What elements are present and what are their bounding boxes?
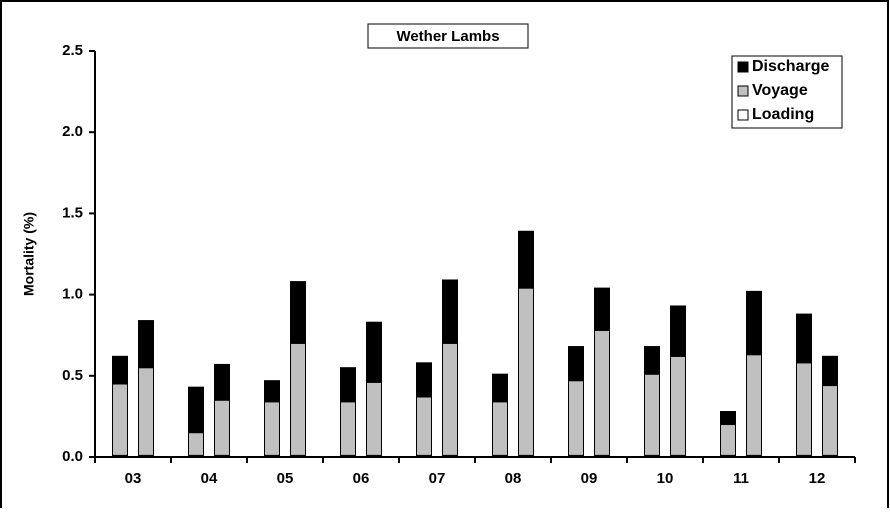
bar-segment — [290, 342, 306, 456]
bar-segment — [644, 373, 660, 456]
bar-segment — [568, 380, 584, 456]
bar-segment — [822, 385, 838, 456]
bar-segment — [340, 401, 356, 456]
bar-segment — [670, 305, 686, 357]
bar-segment — [416, 362, 432, 398]
legend-label: Voyage — [752, 82, 808, 99]
y-tick-label: 1.0 — [62, 286, 83, 303]
bar-segment — [264, 380, 280, 403]
bar-segment — [644, 346, 660, 375]
bar-segment — [568, 346, 584, 382]
x-tick-label: 11 — [733, 470, 749, 487]
bar-segment — [796, 313, 812, 364]
bar-segment — [442, 342, 458, 456]
legend-swatch — [737, 85, 749, 97]
x-tick-label: 06 — [353, 470, 370, 487]
x-tick-label: 09 — [581, 470, 598, 487]
bar-segment — [188, 432, 204, 456]
bar-segment — [746, 290, 762, 356]
bar-segment — [518, 230, 534, 289]
bar-segment — [366, 381, 382, 456]
legend-swatch — [737, 109, 749, 121]
bar-segment — [720, 411, 736, 426]
bar-segment — [492, 401, 508, 456]
bar-segment — [594, 287, 610, 331]
bar-segment — [492, 373, 508, 403]
legend-label: Discharge — [752, 58, 829, 75]
legend-label: Loading — [752, 106, 814, 123]
bar-segment — [214, 363, 230, 401]
x-tick-label: 10 — [657, 470, 674, 487]
bar-segment — [264, 401, 280, 456]
bar-segment — [746, 354, 762, 456]
x-tick-label: 04 — [201, 470, 218, 487]
x-tick-label: 08 — [505, 470, 522, 487]
bar-segment — [416, 396, 432, 456]
bar-segment — [112, 355, 128, 385]
legend-swatch — [737, 61, 749, 73]
bar-segment — [670, 355, 686, 456]
bar-segment — [822, 355, 838, 387]
bar-segment — [138, 320, 154, 369]
x-tick-label: 05 — [277, 470, 294, 487]
x-tick-label: 12 — [809, 470, 826, 487]
y-tick-label: 2.0 — [62, 123, 83, 140]
y-tick-label: 0.5 — [62, 367, 83, 384]
bar-segment — [442, 279, 458, 344]
bar-segment — [594, 329, 610, 456]
bar-segment — [340, 367, 356, 403]
bar-segment — [138, 367, 154, 456]
chart-title: Wether Lambs — [396, 28, 499, 45]
title-box — [367, 23, 529, 49]
x-tick-label: 07 — [429, 470, 446, 487]
y-tick-label: 0.0 — [62, 448, 83, 465]
bar-segment — [112, 383, 128, 456]
bar-segment — [796, 362, 812, 456]
bar-segment — [214, 399, 230, 456]
y-tick-label: 1.5 — [62, 204, 83, 221]
bar-segment — [290, 281, 306, 344]
x-tick-label: 03 — [125, 470, 142, 487]
bar-segment — [720, 424, 736, 456]
bar-segment — [188, 386, 204, 434]
legend-box — [731, 55, 843, 129]
bar-segment — [518, 287, 534, 456]
bar-segment — [366, 321, 382, 383]
y-tick-label: 2.5 — [62, 42, 83, 59]
y-axis-label: Mortality (%) — [21, 212, 37, 296]
